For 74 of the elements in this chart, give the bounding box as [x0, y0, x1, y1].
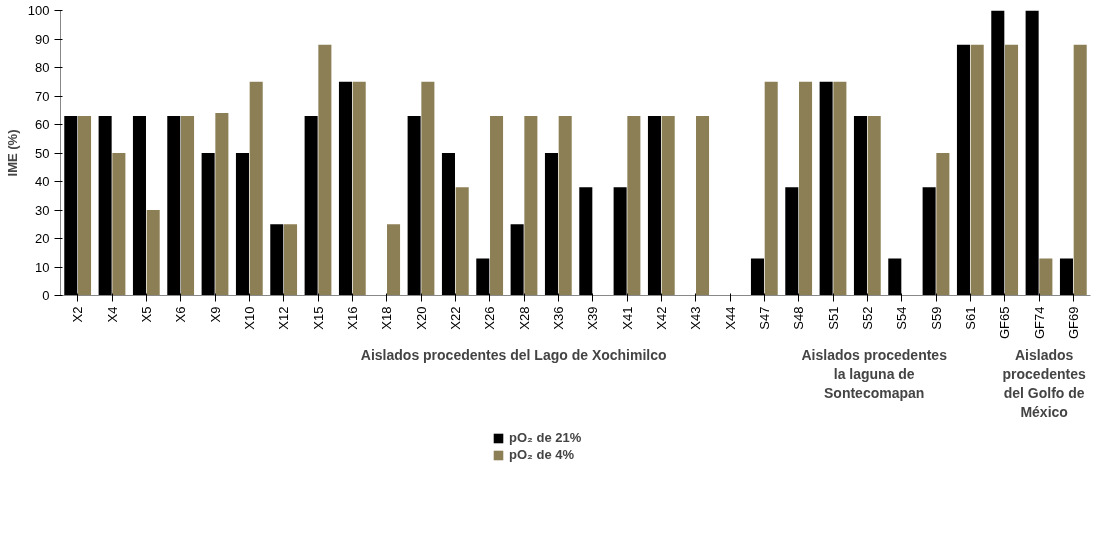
- x-tick-label: X4: [104, 306, 120, 323]
- y-tick-label: 0: [42, 288, 50, 303]
- x-tick-label: X15: [310, 306, 326, 330]
- x-tick-label: X6: [173, 306, 189, 323]
- x-tick-label: S52: [859, 306, 875, 330]
- x-tick-label: X2: [70, 306, 86, 323]
- bar: [146, 210, 160, 296]
- x-tick-label: X5: [138, 306, 154, 323]
- y-tick-label: 10: [35, 259, 50, 275]
- bar: [284, 224, 298, 296]
- bar: [627, 115, 641, 296]
- text: Aislados procedentes del Golfo de México: [1002, 346, 1086, 421]
- y-tick-label: 80: [35, 60, 50, 75]
- x-tick-label: S59: [928, 306, 944, 330]
- bar: [352, 81, 366, 296]
- bar: [421, 81, 435, 296]
- y-tick-label: 90: [35, 31, 50, 47]
- bar: [936, 153, 950, 296]
- x-tick-label: X44: [722, 306, 738, 330]
- x-tick-label: X41: [619, 306, 635, 330]
- y-tick-label: 70: [35, 88, 50, 104]
- bar: [112, 153, 126, 296]
- legend-label: pO₂ de 4%: [509, 447, 575, 462]
- bar: [1073, 44, 1087, 296]
- y-tick-label: 40: [35, 174, 50, 189]
- bar: [867, 115, 881, 296]
- text: Aislados procedentes del Lago de Xochimilco: [360, 346, 667, 363]
- y-tick-label: 50: [35, 145, 50, 161]
- bar: [181, 115, 195, 296]
- bar: [661, 115, 675, 296]
- x-tick-label: GF74: [1031, 306, 1047, 340]
- bar: [1005, 44, 1019, 296]
- bar: [387, 224, 401, 296]
- bar: [1039, 258, 1053, 296]
- x-tick-label: S47: [756, 306, 772, 330]
- x-tick-label: X20: [413, 306, 429, 330]
- y-tick-label: 100: [27, 3, 50, 18]
- x-tick-label: S48: [791, 306, 807, 330]
- x-tick-label: X12: [276, 306, 292, 330]
- y-axis-title: IME (%): [4, 129, 20, 177]
- x-tick-label: GF65: [997, 306, 1013, 340]
- bar: [249, 81, 263, 296]
- x-tick-label: X26: [482, 306, 498, 330]
- x-tick-label: X10: [241, 306, 257, 330]
- x-tick-label: S54: [894, 306, 910, 330]
- bar: [833, 81, 847, 296]
- x-tick-label: X42: [653, 306, 669, 330]
- bar: [215, 113, 229, 296]
- x-tick-label: GF69: [1065, 306, 1081, 340]
- bar: [970, 44, 984, 296]
- bar: [764, 81, 778, 296]
- x-tick-label: X9: [207, 306, 223, 323]
- x-tick-label: X28: [516, 306, 532, 330]
- text: Aislados procedentes la laguna de Sontecomapan: [801, 346, 948, 401]
- x-tick-label: X36: [550, 306, 566, 330]
- bar: [455, 187, 469, 296]
- bar: [318, 44, 332, 296]
- bar: [799, 81, 813, 296]
- x-tick-label: S51: [825, 306, 841, 330]
- legend-label: pO₂ de 21%: [509, 430, 582, 445]
- x-tick-label: X22: [447, 306, 463, 330]
- x-tick-label: S61: [962, 306, 978, 330]
- bar: [558, 115, 572, 296]
- x-tick-label: X43: [688, 306, 704, 330]
- x-tick-label: X16: [344, 306, 360, 330]
- y-tick-label: 30: [35, 202, 50, 218]
- bar: [490, 115, 504, 296]
- bar: [524, 115, 538, 296]
- x-tick-label: X39: [585, 306, 601, 330]
- y-tick-label: 20: [35, 231, 50, 246]
- bar: [696, 115, 710, 296]
- y-tick-label: 60: [35, 117, 50, 132]
- bar: [78, 115, 92, 296]
- x-tick-label: X18: [379, 306, 395, 330]
